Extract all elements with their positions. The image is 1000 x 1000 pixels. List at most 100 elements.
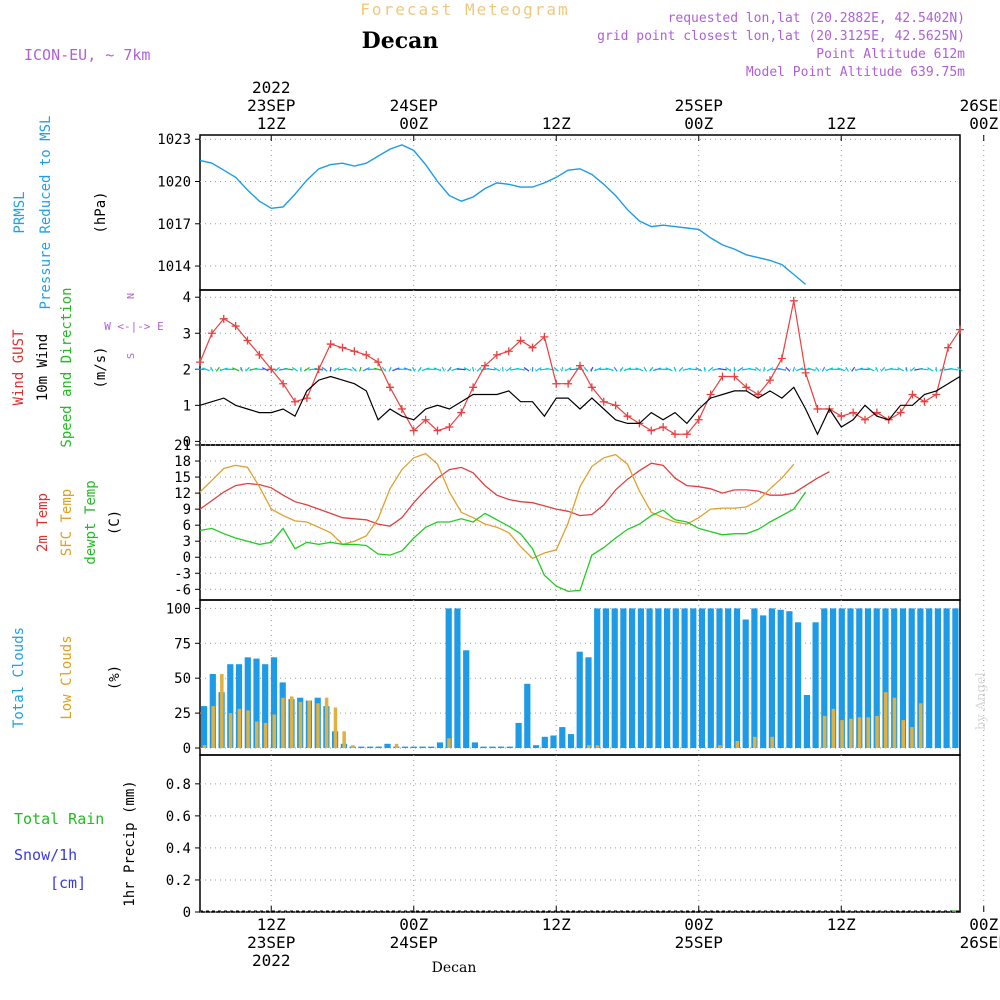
wind-ytick-label: 2 bbox=[183, 362, 191, 378]
cloud-low-bar bbox=[735, 741, 739, 748]
bottom-time-label: 23SEP bbox=[247, 933, 295, 952]
wind-direction-arrow bbox=[763, 366, 766, 372]
cloud-low-bar bbox=[220, 674, 224, 748]
header-point-altitude: Point Altitude 612m bbox=[816, 47, 965, 62]
cloud-low-bar bbox=[849, 718, 853, 748]
cloud-low-bar bbox=[857, 717, 862, 748]
cloud-low-bar bbox=[281, 697, 285, 748]
bottom-time-label: 24SEP bbox=[390, 933, 438, 952]
cloud-total-bar bbox=[270, 657, 278, 749]
clouds-ytick-label: 0 bbox=[183, 741, 191, 757]
panel-pressure: 1023 1020 1017 1014 PRMSL Pressure Reduced to… bbox=[12, 116, 985, 309]
wind-gust-marker bbox=[682, 430, 691, 439]
cloud-total-bar bbox=[611, 608, 618, 748]
location-title: Decan bbox=[362, 28, 439, 54]
clouds-ylabel-0: Total Clouds bbox=[11, 627, 27, 728]
wind-gust-marker bbox=[944, 343, 953, 352]
wind-gust-marker bbox=[374, 358, 383, 367]
wind-direction-arrow bbox=[441, 366, 445, 372]
wind-gust-marker bbox=[196, 358, 204, 367]
cloud-total-bar bbox=[428, 746, 435, 748]
wind-gust-marker bbox=[647, 426, 656, 435]
wind-direction-arrow bbox=[215, 366, 220, 372]
cloud-total-bar bbox=[899, 608, 907, 748]
wind-direction-arrow bbox=[851, 366, 856, 372]
cloud-low-bar bbox=[316, 703, 320, 748]
wind-ylabel-1: 10m Wind bbox=[35, 334, 51, 401]
wind-direction-arrow bbox=[653, 367, 662, 372]
cloud-total-bar bbox=[803, 695, 810, 749]
wind-direction-arrow bbox=[245, 366, 250, 372]
wind-gust-marker bbox=[623, 412, 632, 421]
top-title: Forecast Meteogram bbox=[360, 0, 569, 19]
wind-gust-marker bbox=[386, 383, 394, 392]
bottom-time-label: 00Z bbox=[399, 915, 428, 934]
cloud-total-bar bbox=[559, 727, 566, 748]
cloud-total-bar bbox=[821, 608, 828, 748]
wind-ylabel-0: Wind GUST bbox=[11, 329, 27, 405]
cloud-total-bar bbox=[646, 608, 653, 748]
wind-direction-arrow bbox=[219, 367, 228, 372]
cloud-total-bar bbox=[253, 658, 260, 748]
cloud-total-bar bbox=[952, 608, 959, 748]
wind-direction-arrow bbox=[583, 366, 589, 372]
cloud-total-bar bbox=[891, 608, 898, 748]
wind-gust-marker bbox=[279, 379, 288, 388]
wind-direction-arrow bbox=[796, 367, 804, 372]
cloud-total-bar bbox=[698, 608, 706, 748]
top-time-label: 12Z bbox=[542, 114, 571, 133]
cloud-total-bar bbox=[873, 608, 880, 748]
wind-direction-arrow bbox=[845, 366, 850, 372]
cloud-low-bar bbox=[901, 720, 905, 748]
wind-gust-marker bbox=[433, 426, 442, 435]
wind-ytick-label: 0 bbox=[183, 434, 191, 450]
wind-direction-arrow bbox=[561, 366, 564, 372]
cloud-low-bar bbox=[333, 707, 338, 748]
wind-gust-marker bbox=[457, 408, 466, 417]
temperature-ytick-label: 6 bbox=[183, 518, 191, 534]
wind-direction-arrow bbox=[362, 367, 370, 372]
wind-gust-marker bbox=[421, 415, 430, 424]
wind-gust-marker bbox=[694, 415, 703, 424]
cloud-total-bar bbox=[463, 650, 470, 748]
cloud-total-bar bbox=[926, 608, 933, 748]
cloud-low-bar bbox=[290, 696, 294, 749]
precip-rain-bar bbox=[952, 910, 957, 912]
wind-direction-arrow bbox=[284, 368, 294, 371]
wind-gust-marker bbox=[789, 296, 798, 305]
wind-direction-arrow bbox=[605, 367, 614, 372]
panel-precip: 0.8 0.6 0.4 0.2 0 1hr Precip (mm) Total Rain Sn… bbox=[14, 754, 985, 921]
top-time-label: 26SEP bbox=[960, 96, 1000, 115]
wind-gust-marker bbox=[872, 408, 881, 417]
wind-direction-arrow bbox=[240, 366, 243, 372]
cloud-total-bar bbox=[690, 608, 697, 748]
cloud-low-bar bbox=[884, 692, 888, 749]
cloud-total-bar bbox=[367, 746, 374, 748]
wind-direction-arrow bbox=[766, 367, 774, 372]
wind-gust-marker bbox=[504, 347, 513, 356]
cloud-total-bar bbox=[515, 722, 522, 748]
precip-ytick-label: 0.4 bbox=[166, 841, 191, 857]
wind-gust-marker bbox=[861, 415, 869, 424]
clouds-ytick-label: 100 bbox=[166, 601, 191, 617]
cloud-total-bar bbox=[917, 608, 924, 748]
cloud-total-bar bbox=[585, 657, 592, 749]
wind-direction-arrow bbox=[688, 368, 698, 371]
wind-gust-marker bbox=[837, 412, 846, 421]
wind-direction-arrow bbox=[274, 366, 280, 372]
wind-direction-arrow bbox=[792, 366, 796, 372]
wind-direction-arrow bbox=[456, 368, 466, 371]
temperature-frame bbox=[199, 444, 961, 601]
wind-gust-marker bbox=[291, 397, 299, 406]
cloud-total-bar bbox=[541, 736, 548, 748]
cloud-total-bar bbox=[751, 608, 758, 748]
wind-direction-arrow bbox=[807, 367, 816, 372]
bottom-time-label: 12Z bbox=[257, 915, 286, 934]
cloud-total-bar bbox=[629, 608, 636, 748]
wind-gust-marker bbox=[469, 383, 478, 392]
panel-clouds: 100 75 50 25 0 Total Clouds Low Clouds (%) bbox=[11, 599, 985, 757]
wind-direction-arrow bbox=[949, 368, 959, 371]
wind-direction-arrow bbox=[232, 367, 240, 372]
wind-direction-arrow bbox=[673, 366, 677, 372]
wind-gust-marker bbox=[397, 404, 406, 413]
